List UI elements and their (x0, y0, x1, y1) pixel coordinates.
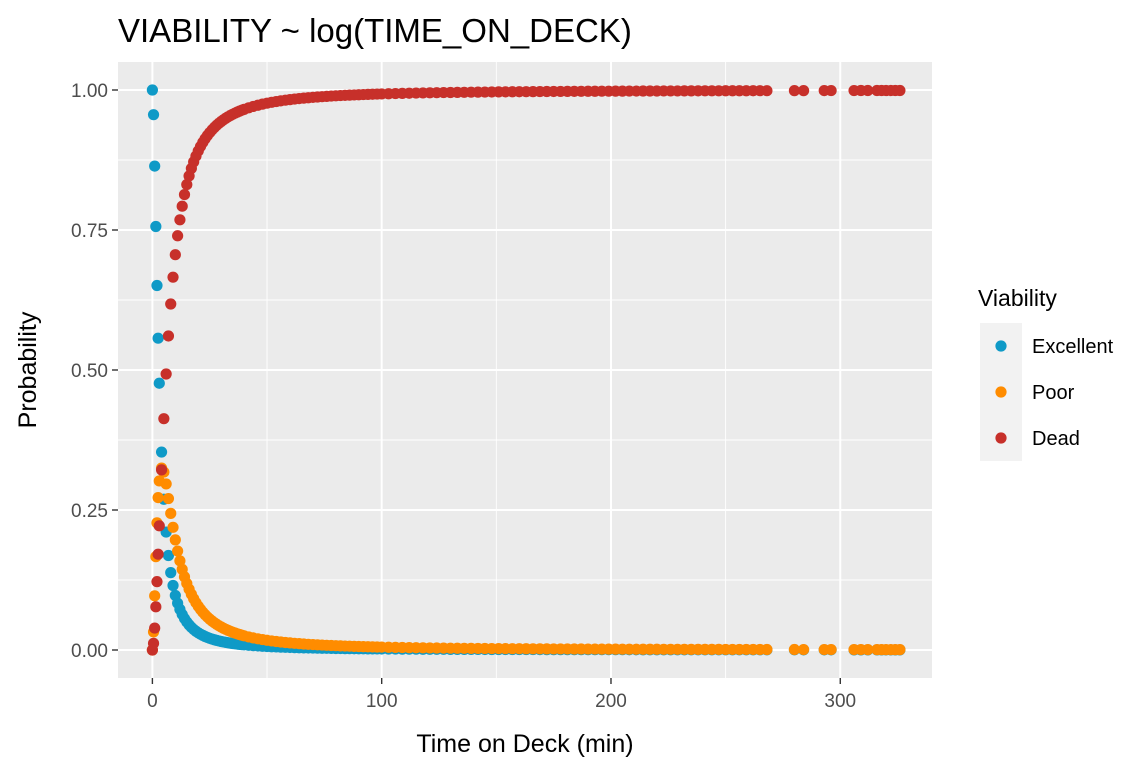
point-excellent-7 (155, 446, 168, 458)
x-axis: 0 100 200 300 (147, 678, 856, 712)
series-dead (146, 84, 906, 656)
point-poor-14 (172, 545, 184, 557)
point-excellent-4 (151, 279, 163, 292)
point-dead-18 (181, 178, 193, 191)
point-dead-8 (158, 413, 170, 425)
point-excellent-11 (165, 567, 177, 579)
point-dead-129 (761, 85, 773, 97)
x-tick-label-0: 0 (147, 691, 158, 712)
series-poor (146, 462, 906, 656)
chart-title: VIABILITY ~ log(TIME_ON_DECK) (118, 12, 632, 49)
point-dead-2 (149, 622, 161, 634)
point-dead-16 (176, 200, 188, 212)
point-dead-4 (151, 576, 163, 588)
point-poor-133 (825, 643, 837, 656)
point-poor-12 (167, 521, 179, 533)
legend-label-poor: Poor (1032, 382, 1075, 404)
legend-title: Viability (978, 285, 1057, 311)
point-poor-136 (862, 644, 874, 656)
point-poor-129 (761, 643, 773, 656)
point-dead-3 (150, 601, 162, 613)
point-poor-11 (165, 507, 177, 519)
point-dead-15 (174, 214, 186, 226)
y-tick-label-1: 0.25 (71, 501, 108, 522)
point-poor-9 (160, 478, 172, 490)
point-excellent-1 (147, 109, 160, 121)
point-dead-9 (160, 368, 172, 380)
point-dead-11 (165, 298, 177, 310)
x-tick-label-3: 300 (824, 691, 856, 712)
point-poor-5 (152, 491, 164, 504)
point-dead-5 (152, 548, 164, 560)
legend: Viability Excellent Poor Dead (978, 285, 1114, 461)
point-poor-13 (169, 534, 181, 546)
point-excellent-10 (162, 549, 175, 562)
point-dead-10 (162, 330, 175, 342)
point-excellent-5 (152, 332, 164, 344)
point-excellent-6 (153, 377, 165, 389)
point-dead-12 (167, 271, 179, 283)
point-dead-142 (894, 84, 906, 97)
point-dead-136 (862, 84, 874, 97)
y-axis: 0.00 0.25 0.50 0.75 1.00 (71, 81, 118, 662)
point-excellent-3 (150, 220, 162, 233)
point-poor-15 (174, 555, 186, 567)
y-tick-label-3: 0.75 (71, 221, 108, 242)
legend-label-excellent: Excellent (1032, 336, 1114, 358)
point-dead-133 (825, 84, 837, 97)
y-tick-label-2: 0.50 (71, 361, 108, 382)
data-points (146, 84, 906, 656)
x-axis-title: Time on Deck (min) (416, 730, 633, 758)
x-tick-label-1: 100 (366, 691, 398, 712)
point-dead-6 (153, 520, 165, 532)
point-dead-131 (797, 85, 810, 97)
point-excellent-12 (167, 579, 179, 592)
x-tick-label-2: 200 (595, 691, 627, 712)
legend-swatch-poor (995, 386, 1007, 398)
point-dead-14 (172, 230, 184, 242)
y-tick-label-4: 1.00 (71, 81, 108, 102)
point-excellent-0 (146, 84, 158, 96)
y-axis-title: Probability (14, 311, 42, 428)
point-dead-13 (169, 249, 181, 261)
point-dead-17 (178, 188, 191, 201)
point-dead-1 (147, 637, 160, 649)
point-poor-142 (894, 644, 906, 656)
point-poor-130 (788, 643, 801, 656)
y-tick-label-0: 0.00 (71, 641, 108, 662)
point-poor-10 (162, 492, 175, 505)
legend-swatch-excellent (995, 340, 1007, 352)
legend-swatch-dead (995, 432, 1007, 444)
point-excellent-2 (149, 160, 161, 172)
point-poor-131 (797, 643, 810, 656)
point-poor-2 (149, 590, 161, 602)
point-dead-130 (788, 85, 801, 97)
point-dead-7 (155, 464, 168, 476)
legend-label-dead: Dead (1032, 428, 1080, 450)
